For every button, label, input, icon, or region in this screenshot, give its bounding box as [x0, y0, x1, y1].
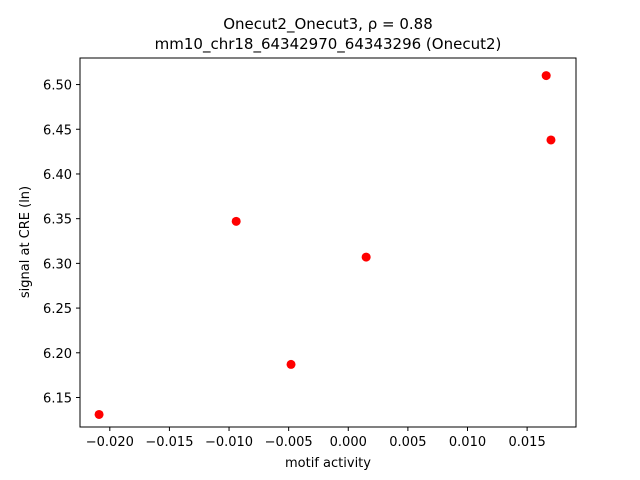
y-tick-label: 6.30 [43, 257, 72, 272]
data-point [361, 252, 371, 262]
x-tick-label: −0.015 [145, 435, 193, 450]
y-tick-label: 6.25 [43, 302, 72, 317]
x-tick-label: −0.005 [265, 435, 313, 450]
x-tick-label: 0.005 [389, 435, 426, 450]
data-point [286, 359, 296, 369]
data-point [94, 409, 104, 419]
y-tick-label: 6.50 [43, 79, 72, 94]
data-point [541, 71, 551, 81]
y-tick-label: 6.35 [43, 213, 72, 228]
x-tick-label: 0.000 [330, 435, 367, 450]
data-point [546, 135, 556, 145]
x-tick-label: 0.010 [449, 435, 486, 450]
y-tick-label: 6.20 [43, 347, 72, 362]
data-point [231, 216, 241, 226]
chart-title-line1: Onecut2_Onecut3, ρ = 0.88 [223, 15, 433, 34]
y-axis-label: signal at CRE (ln) [18, 186, 33, 298]
data-points [94, 71, 556, 419]
x-tick-label: −0.020 [86, 435, 134, 450]
y-axis: 6.15 6.20 6.25 6.30 6.35 6.40 6.45 6.50 [43, 79, 80, 406]
chart-title-line2: mm10_chr18_64342970_64343296 (Onecut2) [155, 35, 502, 54]
y-tick-label: 6.15 [43, 391, 72, 406]
y-tick-label: 6.45 [43, 123, 72, 138]
x-tick-label: −0.010 [205, 435, 253, 450]
plot-area [79, 57, 577, 428]
x-axis: −0.020 −0.015 −0.010 −0.005 0.000 0.005 0.010 0… [86, 427, 546, 450]
x-axis-label: motif activity [285, 456, 371, 471]
y-tick-label: 6.40 [43, 168, 72, 183]
x-tick-label: 0.015 [509, 435, 546, 450]
